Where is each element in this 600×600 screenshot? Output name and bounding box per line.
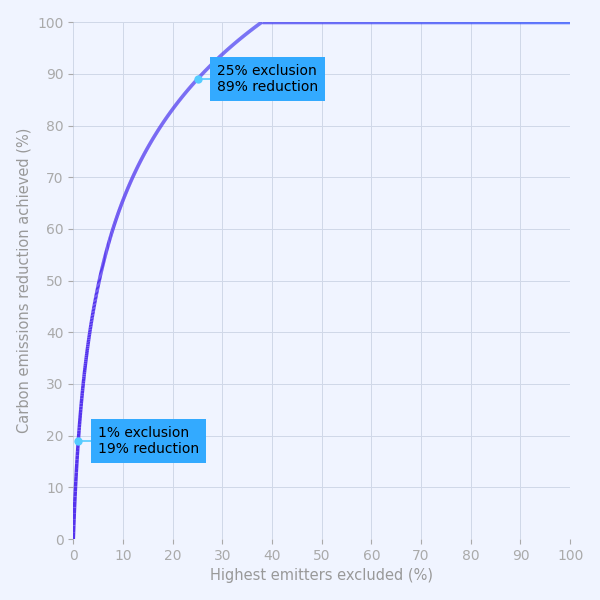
- Text: 25% exclusion
89% reduction: 25% exclusion 89% reduction: [217, 64, 319, 94]
- Text: 1% exclusion
19% reduction: 1% exclusion 19% reduction: [98, 426, 199, 456]
- Y-axis label: Carbon emissions reduction achieved (%): Carbon emissions reduction achieved (%): [17, 128, 32, 433]
- X-axis label: Highest emitters excluded (%): Highest emitters excluded (%): [210, 568, 433, 583]
